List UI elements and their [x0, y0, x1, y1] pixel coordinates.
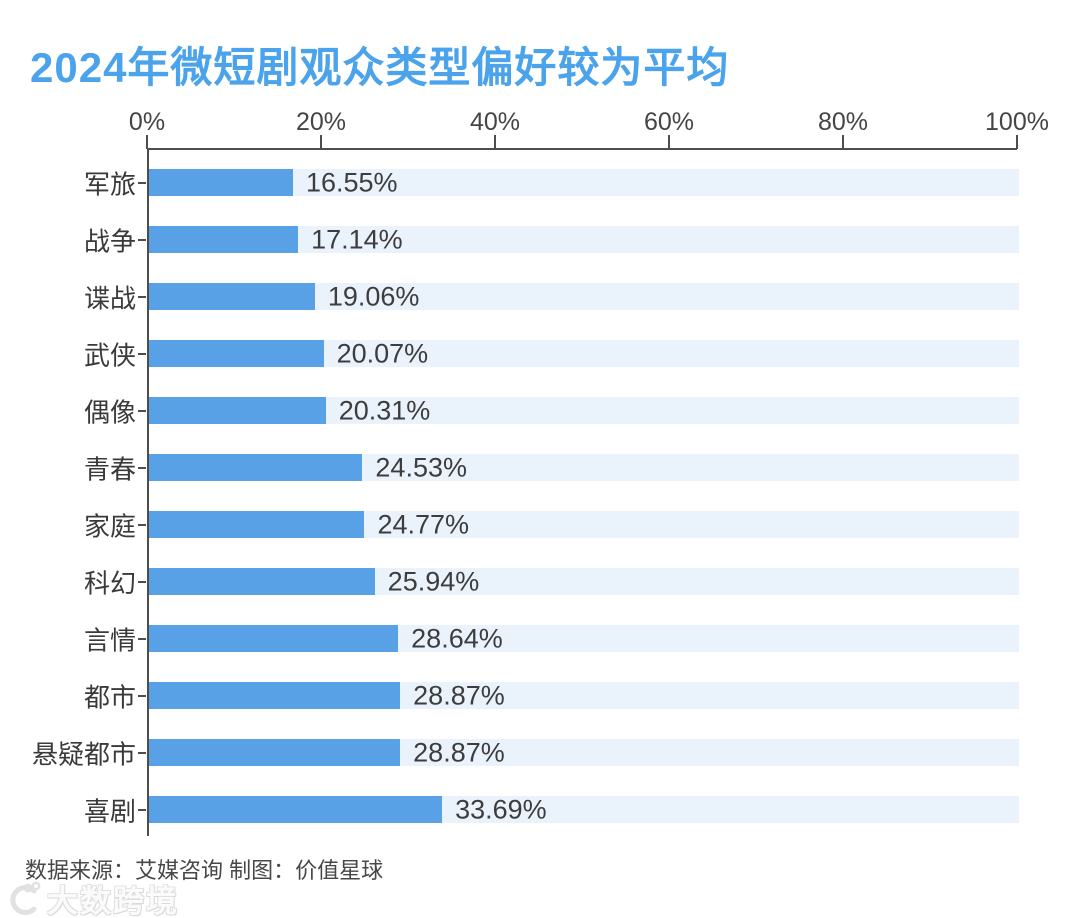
- x-tick-mark: [494, 135, 496, 149]
- category-tick: [138, 466, 146, 469]
- y-axis-line: [147, 148, 149, 836]
- bar-row: 悬疑都市 28.87%: [32, 737, 1019, 769]
- x-tick-mark: [1016, 135, 1018, 149]
- category-label: 悬疑都市: [31, 739, 136, 769]
- category-tick: [138, 808, 146, 811]
- bar: [149, 169, 293, 196]
- x-tick-label: 60%: [643, 108, 695, 136]
- category-tick: [138, 751, 146, 754]
- bar: [149, 283, 315, 310]
- value-label: 24.53%: [375, 452, 467, 482]
- bar: [149, 340, 324, 367]
- bar: [149, 796, 443, 823]
- bar: [149, 397, 326, 424]
- category-label: 都市: [83, 682, 136, 712]
- x-tick-label: 100%: [985, 108, 1049, 136]
- bar: [149, 454, 363, 481]
- category-tick: [138, 295, 146, 298]
- category-tick: [138, 352, 146, 355]
- bar-row: 都市 28.87%: [84, 680, 1019, 712]
- value-label: 17.14%: [311, 224, 403, 254]
- x-axis-line: [147, 148, 1017, 150]
- plot-area: 0% 20% 40% 60% 80% 100% 军旅 16.55% 战争 17.14% 谍…: [32, 108, 1049, 836]
- category-tick: [138, 580, 146, 583]
- x-tick-mark: [668, 135, 670, 149]
- bar: [149, 226, 299, 253]
- category-tick: [138, 238, 146, 241]
- bar-row: 偶像 20.31%: [84, 395, 1019, 427]
- x-tick-mark: [320, 135, 322, 149]
- value-label: 20.07%: [336, 338, 429, 368]
- category-label: 战争: [83, 226, 136, 256]
- value-label: 28.87%: [413, 680, 505, 710]
- category-tick: [138, 637, 146, 640]
- bar-row: 武侠 20.07%: [84, 338, 1019, 370]
- bar: [149, 739, 401, 766]
- source-note: 数据来源：艾媒咨询 制图：价值星球: [25, 858, 384, 883]
- category-label: 谍战: [83, 283, 136, 313]
- bar-row: 战争 17.14%: [84, 224, 1019, 256]
- value-label: 24.77%: [377, 509, 470, 539]
- bar-row: 喜剧 33.69%: [84, 794, 1019, 826]
- bar-row: 谍战 19.06%: [84, 281, 1019, 313]
- bar-row: 家庭 24.77%: [84, 509, 1019, 541]
- bar: [149, 682, 401, 709]
- value-label: 33.69%: [455, 794, 547, 824]
- bar: [149, 625, 399, 652]
- bar: [149, 568, 375, 595]
- x-tick-mark: [146, 135, 148, 149]
- value-label: 25.94%: [387, 566, 480, 596]
- value-label: 19.06%: [327, 281, 420, 311]
- value-label: 16.55%: [305, 167, 398, 197]
- x-tick-label: 20%: [295, 108, 347, 136]
- category-label: 科幻: [83, 568, 136, 598]
- category-tick: [138, 523, 146, 526]
- category-label: 家庭: [83, 511, 136, 541]
- category-label: 喜剧: [83, 796, 136, 826]
- x-tick-label: 40%: [469, 108, 521, 136]
- category-label: 言情: [83, 625, 136, 655]
- category-tick: [138, 694, 146, 697]
- x-tick-label: 80%: [817, 108, 869, 136]
- bar-row: 军旅 16.55%: [84, 167, 1019, 199]
- value-label: 28.87%: [413, 737, 505, 767]
- chart-title: 2024年微短剧观众类型偏好较为平均: [30, 44, 730, 91]
- category-label: 军旅: [83, 169, 136, 199]
- bar: [149, 511, 365, 538]
- category-tick: [138, 409, 146, 412]
- category-label: 青春: [83, 454, 136, 484]
- bar-row: 青春 24.53%: [84, 452, 1019, 484]
- x-tick-label: 0%: [128, 108, 166, 136]
- category-tick: [138, 181, 146, 184]
- category-label: 偶像: [83, 397, 136, 427]
- bar-row: 科幻 25.94%: [84, 566, 1019, 598]
- bar-track: [149, 169, 1019, 196]
- bar-row: 言情 28.64%: [84, 623, 1019, 655]
- category-label: 武侠: [83, 340, 136, 370]
- value-label: 20.31%: [338, 395, 431, 425]
- value-label: 28.64%: [411, 623, 503, 653]
- x-tick-mark: [842, 135, 844, 149]
